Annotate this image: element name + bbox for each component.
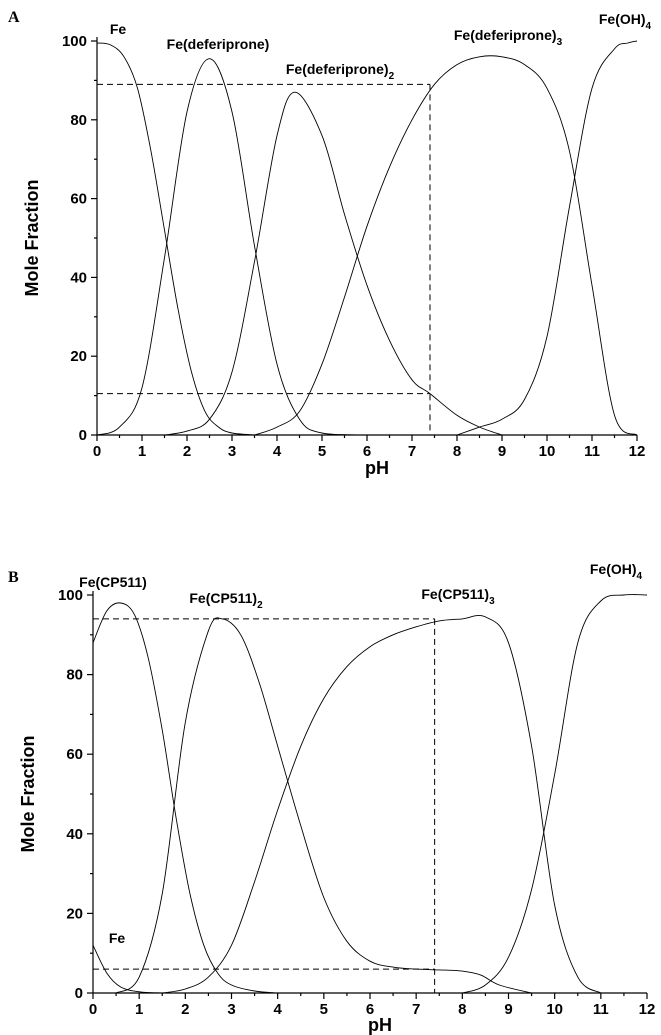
x-tick-label: 2 xyxy=(183,443,191,460)
series-label: Fe xyxy=(109,930,126,946)
series-line xyxy=(164,91,503,436)
series-line xyxy=(92,602,278,994)
series-line xyxy=(115,617,532,994)
series-label: Fe(deferiprone) xyxy=(167,36,270,52)
y-tick-label: 0 xyxy=(75,985,83,1002)
x-tick-label: 3 xyxy=(227,1001,235,1018)
series-label: Fe(OH)4 xyxy=(590,561,643,582)
y-tick-label: 40 xyxy=(70,269,87,286)
series-label: Fe(CP511)3 xyxy=(421,586,495,607)
x-tick-label: 12 xyxy=(629,443,646,460)
x-tick-label: 11 xyxy=(584,443,600,460)
x-tick-label: 4 xyxy=(273,443,282,460)
series-label: Fe(CP511) xyxy=(79,574,147,590)
panel-letter: A xyxy=(8,9,20,26)
x-tick-label: 11 xyxy=(593,1001,609,1018)
x-tick-label: 9 xyxy=(504,1001,512,1018)
x-tick-label: 7 xyxy=(412,1001,420,1018)
y-tick-label: 80 xyxy=(70,112,87,129)
y-tick-label: 60 xyxy=(70,191,87,208)
y-tick-label: 20 xyxy=(70,348,87,365)
panel-letter: B xyxy=(8,569,19,586)
x-tick-label: 12 xyxy=(639,1001,656,1018)
x-tick-label: 5 xyxy=(318,443,326,460)
series-line xyxy=(96,58,368,436)
y-axis-title: Mole Fraction xyxy=(22,179,42,296)
series-line xyxy=(96,42,255,436)
series-line xyxy=(162,614,602,994)
x-tick-label: 3 xyxy=(228,443,236,460)
x-tick-label: 4 xyxy=(273,1001,282,1018)
series-line xyxy=(92,945,163,994)
x-tick-label: 9 xyxy=(498,443,506,460)
x-tick-label: 8 xyxy=(453,443,461,460)
x-tick-label: 6 xyxy=(363,443,371,460)
y-tick-label: 20 xyxy=(66,905,83,922)
y-tick-label: 60 xyxy=(66,746,83,763)
x-tick-label: 2 xyxy=(181,1001,189,1018)
y-tick-label: 0 xyxy=(79,427,87,444)
y-tick-label: 80 xyxy=(66,667,83,684)
series-line xyxy=(254,55,638,436)
x-axis-title: pH xyxy=(368,1015,392,1035)
x-tick-label: 1 xyxy=(138,443,146,460)
x-tick-label: 6 xyxy=(366,1001,374,1018)
series-label: Fe(CP511)2 xyxy=(189,590,263,611)
x-tick-label: 7 xyxy=(408,443,416,460)
series-label: Fe xyxy=(110,21,127,37)
x-tick-label: 1 xyxy=(135,1001,143,1018)
x-tick-label: 10 xyxy=(539,443,556,460)
y-tick-label: 100 xyxy=(58,587,83,604)
series-label: Fe(deferiprone)3 xyxy=(454,27,563,48)
x-tick-label: 8 xyxy=(458,1001,466,1018)
x-tick-label: 10 xyxy=(546,1001,563,1018)
x-tick-label: 0 xyxy=(89,1001,97,1018)
series-label: Fe(deferiprone)2 xyxy=(286,61,395,82)
series-line xyxy=(462,594,648,994)
series-label: Fe(OH)4 xyxy=(599,11,652,32)
x-axis-title: pH xyxy=(365,458,389,478)
x-tick-label: 5 xyxy=(320,1001,328,1018)
x-tick-label: 0 xyxy=(93,443,101,460)
y-tick-label: 100 xyxy=(62,33,87,50)
y-axis-title: Mole Fraction xyxy=(18,735,38,852)
series-line xyxy=(456,40,638,436)
y-tick-label: 40 xyxy=(66,826,83,843)
